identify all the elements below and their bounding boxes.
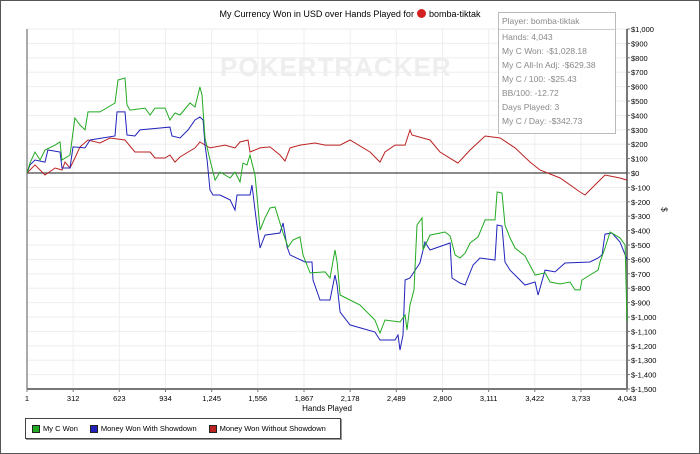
y-tick-label: $800 xyxy=(631,54,648,63)
y-tick-label: $300 xyxy=(631,126,648,135)
legend-label: Money Won With Showdown xyxy=(100,424,197,433)
y-tick-label: $-800 xyxy=(631,284,650,293)
y-tick-label: $-600 xyxy=(631,255,650,264)
x-tick-label: 1,867 xyxy=(295,394,314,403)
series-line-money-won-with-showdown xyxy=(26,111,628,351)
y-tick-label: $-1,300 xyxy=(631,356,656,365)
poker-site-icon xyxy=(416,9,426,18)
info-line: My C Won: -$1,028.18 xyxy=(502,46,587,56)
x-tick-label: 2,178 xyxy=(341,394,360,403)
y-tick-label: $-100 xyxy=(631,183,650,192)
y-tick-label: $-300 xyxy=(631,212,650,221)
y-tick-label: $-400 xyxy=(631,227,650,236)
y-tick-label: $-1,000 xyxy=(631,313,656,322)
x-tick-label: 1 xyxy=(25,394,29,403)
y-tick-label: $200 xyxy=(631,140,648,149)
y-tick-label: $-1,500 xyxy=(631,385,656,394)
series-line-money-won-without-showdown xyxy=(26,128,628,196)
y-tick-label: $100 xyxy=(631,155,648,164)
y-tick-label: $0 xyxy=(631,169,639,178)
y-tick-label: $-700 xyxy=(631,270,650,279)
y-axis-label: $ xyxy=(659,207,669,212)
y-tick-label: $-1,400 xyxy=(631,371,656,380)
info-line: Days Played: 3 xyxy=(502,102,560,112)
title-player: bomba-tiktak xyxy=(428,9,481,19)
x-tick-label: 3,111 xyxy=(480,394,498,403)
x-tick-label: 312 xyxy=(67,394,80,403)
x-tick-label: 934 xyxy=(159,394,172,403)
title-text: My Currency Won in USD over Hands Played… xyxy=(219,9,414,19)
legend-item-non-showdown[interactable]: Money Won Without Showdown xyxy=(208,424,326,433)
legend: My C Won Money Won With Showdown Money W… xyxy=(25,418,341,439)
info-line: Hands: 4,043 xyxy=(502,32,553,42)
series-line-my-c-won xyxy=(26,77,628,335)
y-tick-label: $600 xyxy=(631,83,648,92)
legend-swatch xyxy=(208,424,217,433)
info-line: My C All-In Adj: -$629.38 xyxy=(502,60,596,70)
x-tick-label: 3,733 xyxy=(572,394,591,403)
legend-swatch xyxy=(89,424,98,433)
y-tick-label: $-1,100 xyxy=(631,327,656,336)
stats-info-box: Player: bomba-tiktak Hands: 4,043 My C W… xyxy=(498,12,616,134)
x-axis-label: Hands Played xyxy=(302,404,352,413)
y-tick-label: $-200 xyxy=(631,198,650,207)
x-tick-label: 3,422 xyxy=(525,394,544,403)
y-tick-label: $400 xyxy=(631,111,648,120)
watermark-logo: POKERTRACKER xyxy=(220,52,452,82)
y-tick-label: $-1,200 xyxy=(631,342,656,351)
y-tick-label: $-900 xyxy=(631,299,650,308)
x-tick-label: 2,800 xyxy=(433,394,452,403)
y-tick-label: $1,000 xyxy=(631,25,654,34)
x-tick-label: 1,556 xyxy=(248,394,267,403)
legend-item-showdown[interactable]: Money Won With Showdown xyxy=(89,424,197,433)
x-tick-label: 4,043 xyxy=(618,394,637,403)
x-tick-label: 2,489 xyxy=(387,394,406,403)
x-tick-label: 623 xyxy=(113,394,126,403)
legend-label: My C Won xyxy=(43,424,78,433)
x-tick-label: 1,245 xyxy=(202,394,221,403)
y-tick-label: $900 xyxy=(631,39,648,48)
info-line: BB/100: -12.72 xyxy=(502,88,559,98)
legend-swatch xyxy=(32,424,40,433)
y-tick-label: $-500 xyxy=(631,241,650,250)
y-tick-label: $500 xyxy=(631,97,648,106)
y-tick-label: $700 xyxy=(631,68,648,77)
info-line: My C / 100: -$25.43 xyxy=(502,74,577,84)
legend-label: Money Won Without Showdown xyxy=(219,424,326,433)
info-player: Player: bomba-tiktak xyxy=(499,13,615,30)
info-line: My C / Day: -$342.73 xyxy=(502,116,583,126)
legend-item-my-c-won[interactable]: My C Won xyxy=(32,424,78,433)
chart-title: My Currency Won in USD over Hands Played… xyxy=(0,9,700,19)
